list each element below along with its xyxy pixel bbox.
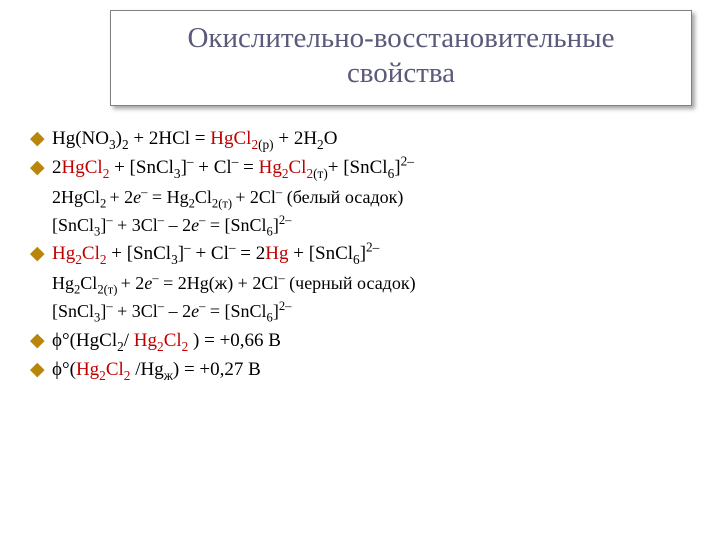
equation-line: 2HgCl2 + [SnCl3]– + Cl– = Hg2Cl2(т)+ [Sn… <box>52 155 692 181</box>
title-box: Окислительно-восстановительные свойства <box>110 10 692 106</box>
equation-row: ◆ 2HgCl2 + [SnCl3]– + Cl– = Hg2Cl2(т)+ [… <box>28 155 692 181</box>
equation-line: Hg(NO3)2 + 2HCl = HgCl2(р) + 2H2O <box>52 126 692 152</box>
equation-row: 2HgCl2 + 2e– = Hg2Cl2(т) + 2Cl– (белый о… <box>28 185 692 209</box>
diamond-bullet-icon: ◆ <box>28 357 52 383</box>
equation-row: ◆ Hg2Cl2 + [SnCl3]– + Cl– = 2Hg + [SnCl6… <box>28 241 692 267</box>
diamond-bullet-icon: ◆ <box>28 155 52 181</box>
diamond-bullet-icon: ◆ <box>28 328 52 354</box>
equation-row: ◆ ϕ°(HgCl2/ Hg2Cl2 ) = +0,66 В <box>28 328 692 354</box>
diamond-bullet-icon: ◆ <box>28 241 52 267</box>
equation-line: ϕ°(HgCl2/ Hg2Cl2 ) = +0,66 В <box>52 328 692 354</box>
equation-row: [SnCl3]– + 3Cl– – 2e– = [SnCl6]2– <box>28 213 692 237</box>
slide: { "title": "Окислительно-восстановительн… <box>0 10 720 550</box>
equation-line: [SnCl3]– + 3Cl– – 2e– = [SnCl6]2– <box>52 299 692 323</box>
equation-line: Hg2Cl2(т) + 2e– = 2Hg(ж) + 2Cl– (черный … <box>52 271 692 295</box>
equation-line: 2HgCl2 + 2e– = Hg2Cl2(т) + 2Cl– (белый о… <box>52 185 692 209</box>
equation-row: ◆ Hg(NO3)2 + 2HCl = HgCl2(р) + 2H2O <box>28 126 692 152</box>
diamond-bullet-icon: ◆ <box>28 126 52 152</box>
slide-title: Окислительно-восстановительные свойства <box>131 21 671 91</box>
equation-row: [SnCl3]– + 3Cl– – 2e– = [SnCl6]2– <box>28 299 692 323</box>
equation-line: Hg2Cl2 + [SnCl3]– + Cl– = 2Hg + [SnCl6]2… <box>52 241 692 267</box>
equation-line: ϕ°(Hg2Cl2 /Hgж) = +0,27 В <box>52 357 692 383</box>
equation-row: ◆ ϕ°(Hg2Cl2 /Hgж) = +0,27 В <box>28 357 692 383</box>
equation-row: Hg2Cl2(т) + 2e– = 2Hg(ж) + 2Cl– (черный … <box>28 271 692 295</box>
equation-line: [SnCl3]– + 3Cl– – 2e– = [SnCl6]2– <box>52 213 692 237</box>
content-area: ◆ Hg(NO3)2 + 2HCl = HgCl2(р) + 2H2O ◆ 2H… <box>28 126 692 383</box>
